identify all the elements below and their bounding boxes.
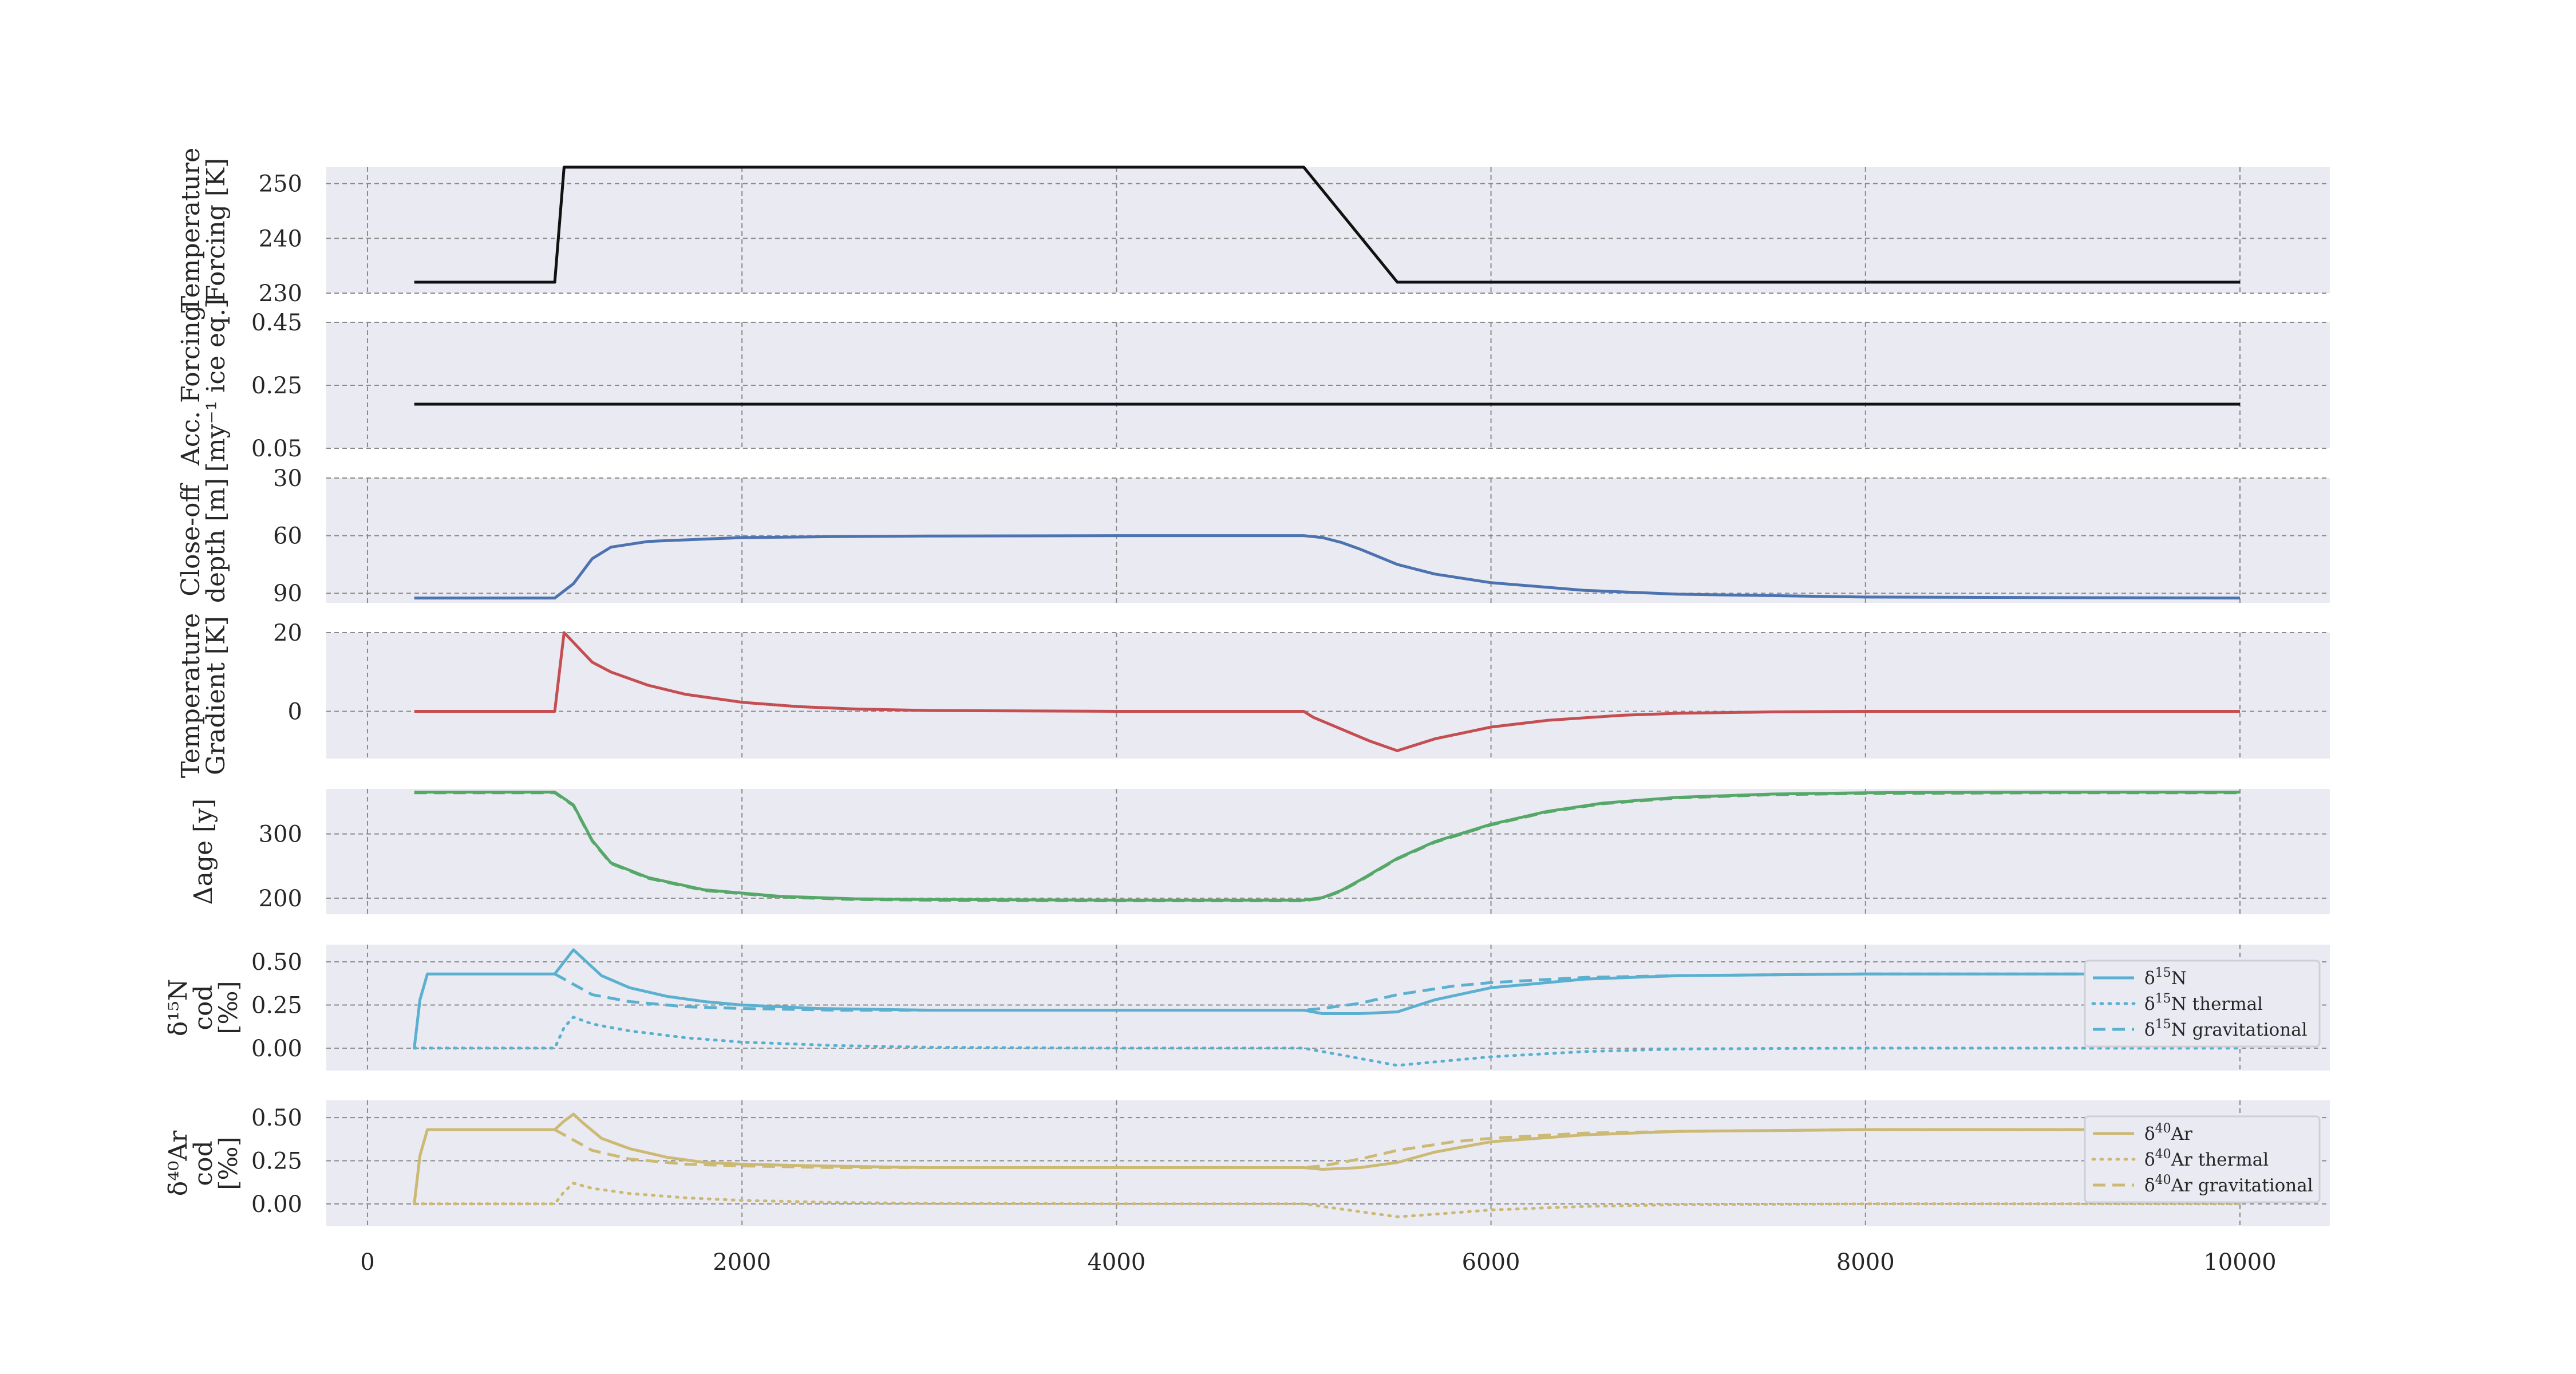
y-axis-label-line: Temperature <box>176 613 206 778</box>
series-line <box>414 791 2240 902</box>
y-axis-label: δ⁴⁰Arcod[‰] <box>164 1130 243 1197</box>
legend-label: δ15N thermal <box>2144 992 2263 1014</box>
y-axis-label-line: Acc. Forcing <box>176 305 206 466</box>
y-axis-label: δ¹⁵Ncod[‰] <box>164 979 243 1036</box>
x-tick-label: 8000 <box>1836 1249 1895 1276</box>
series-line <box>414 631 2240 752</box>
legend-label: δ40Ar thermal <box>2144 1147 2269 1170</box>
x-axis: 0 2000 4000 6000 8000 10000 <box>360 1249 2276 1276</box>
y-axis-label: Acc. Forcing[my⁻¹ ice eq.] <box>176 299 231 472</box>
y-axis-label-line: depth [m] <box>202 478 231 603</box>
series-line <box>414 165 2240 284</box>
y-axis-label-line: Temperature <box>176 148 206 313</box>
x-tick-label: 0 <box>360 1249 374 1276</box>
y-tick-label: 250 <box>259 171 302 198</box>
x-tick-label: 4000 <box>1087 1249 1145 1276</box>
panel-temperature: 230 240 250 TemperatureForcing [K] <box>176 148 2330 313</box>
x-tick-label: 10000 <box>2203 1249 2276 1276</box>
legend-label: δ15N <box>2144 966 2187 989</box>
x-tick-label: 2000 <box>713 1249 771 1276</box>
y-tick-label: 20 <box>273 620 302 646</box>
y-axis-label: Δage [y] <box>189 799 218 905</box>
y-tick-label: 0 <box>288 699 302 725</box>
y-tick-label: 200 <box>259 886 302 912</box>
series-line-δ40ar-thermal <box>413 1182 2242 1218</box>
y-tick-label: 0.00 <box>251 1191 302 1218</box>
y-axis-label-line: [‰] <box>214 1136 243 1190</box>
y-axis-label-line: Gradient [K] <box>202 616 231 775</box>
y-tick-label: 90 <box>273 581 302 607</box>
panel-d40ar: 0.00 0.25 0.50 δ⁴⁰Arcod[‰] δ40Ar δ40Ar therma… <box>164 1100 2330 1226</box>
legend: δ15N δ15N thermal δ15N gravitational <box>2084 960 2321 1048</box>
legend-label: δ40Ar <box>2144 1122 2192 1144</box>
y-tick-label: 0.25 <box>251 373 302 399</box>
series-line-δ40ar-gravitational <box>554 1128 2240 1169</box>
panel-close-off-depth: 30 60 90 Close-offdepth [m] <box>176 465 2330 607</box>
y-axis-label-line: Δage [y] <box>189 799 218 905</box>
y-tick-label: 0.45 <box>251 310 302 336</box>
y-tick-label: 0.25 <box>251 992 302 1018</box>
series-line-δ15n-gravitational <box>554 972 2240 1012</box>
y-tick-label: 230 <box>259 281 302 307</box>
y-axis-label: TemperatureForcing [K] <box>176 148 231 313</box>
y-axis-label-line: δ¹⁵N <box>164 979 193 1036</box>
legend: δ40Ar δ40Ar thermal δ40Ar gravitational <box>2084 1115 2321 1203</box>
y-tick-label: 0.25 <box>251 1148 302 1174</box>
y-axis-label-line: [‰] <box>214 981 243 1034</box>
panel-accumulation: 0.05 0.25 0.45 Acc. Forcing[my⁻¹ ice eq.] <box>176 299 2330 472</box>
y-axis-label-line: cod <box>189 985 218 1030</box>
y-tick-label: 0.50 <box>251 1105 302 1131</box>
series-line-δ15n <box>413 948 2240 1049</box>
y-axis-label-line: Close-off <box>176 483 206 597</box>
legend-label: δ15N gravitational <box>2144 1017 2308 1040</box>
y-tick-label: 0.50 <box>251 949 302 976</box>
y-tick-label: 30 <box>273 465 302 492</box>
y-tick-label: 240 <box>259 226 302 252</box>
panel-background <box>326 789 2330 914</box>
panel-background <box>326 1100 2330 1226</box>
panel-temperature-gradient: 0 20 TemperatureGradient [K] <box>176 613 2330 778</box>
y-axis-label-line: [my⁻¹ ice eq.] <box>202 299 231 472</box>
y-axis-label-line: Forcing [K] <box>202 158 231 302</box>
y-tick-label: 60 <box>273 523 302 550</box>
legend-frame <box>2084 960 2321 1048</box>
panel-background <box>326 633 2330 759</box>
y-tick-label: 300 <box>259 822 302 848</box>
x-tick-label: 6000 <box>1462 1249 1520 1276</box>
y-tick-label: 0.00 <box>251 1036 302 1062</box>
series-line-δ40ar <box>413 1112 2240 1205</box>
y-axis-label: TemperatureGradient [K] <box>176 613 231 778</box>
series-line-δ15n-thermal <box>413 1016 2242 1067</box>
legend-frame <box>2084 1115 2321 1203</box>
y-tick-label: 0.05 <box>251 436 302 462</box>
y-axis-label-line: cod <box>189 1140 218 1186</box>
panel-delta-age: 200 300 Δage [y] <box>189 789 2330 914</box>
y-axis-label-line: δ⁴⁰Ar <box>164 1130 193 1197</box>
legend-label: δ40Ar gravitational <box>2144 1173 2313 1196</box>
y-axis-label: Close-offdepth [m] <box>176 478 231 603</box>
panel-background <box>326 167 2330 293</box>
series-line <box>414 534 2241 600</box>
